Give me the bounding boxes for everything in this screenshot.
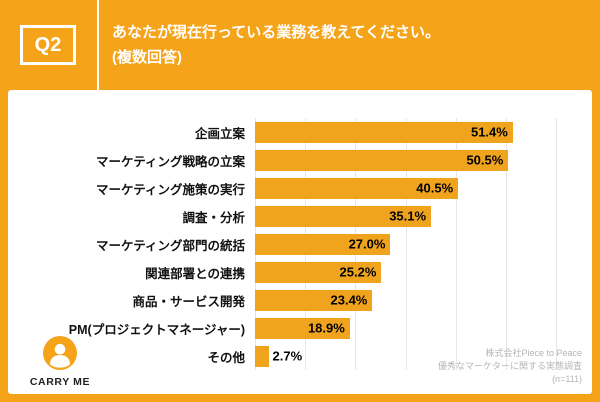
- bar-track: 25.2%: [255, 261, 556, 283]
- chart-row: マーケティング部門の統括 27.0%: [18, 230, 556, 258]
- logo-wordmark: CARRY ME: [29, 376, 91, 388]
- bar: 2.7%: [255, 345, 302, 367]
- category-label: マーケティング施策の実行: [95, 182, 245, 197]
- chart-row: PM(プロジェクトマネージャー) 18.9%: [18, 314, 556, 342]
- value-label: 27.0%: [348, 236, 386, 252]
- category-label: マーケティング戦略の立案: [95, 154, 245, 169]
- person-icon: [43, 336, 77, 374]
- chart-rows: 企画立案 51.4% マーケティング戦略の立案 50.5% マーケティング施策の実行 40…: [18, 118, 556, 370]
- chart-row: その他 2.7%: [18, 342, 556, 370]
- bar-track: 2.7%: [255, 345, 556, 367]
- bar-chart: 企画立案 51.4% マーケティング戦略の立案 50.5% マーケティング施策の実行 40…: [18, 118, 557, 370]
- bar-track: 40.5%: [255, 177, 556, 199]
- question-title-line1: あなたが現在行っている業務を教えてください。: [112, 24, 441, 41]
- chart-row: 企画立案 51.4%: [18, 118, 556, 146]
- source-note: 株式会社Piece to Peace 優秀なマーケターに関する実態調査 (n=1…: [438, 347, 582, 386]
- header-divider: [97, 0, 99, 90]
- chart-card: 企画立案 51.4% マーケティング戦略の立案 50.5% マーケティング施策の実行 40…: [8, 90, 592, 394]
- chart-row: マーケティング戦略の立案 50.5%: [18, 146, 556, 174]
- bar: 40.5%: [255, 177, 459, 199]
- chart-row: 商品・サービス開発 23.4%: [18, 286, 556, 314]
- chart-row: マーケティング施策の実行 40.5%: [18, 174, 556, 202]
- source-line: (n=111): [552, 374, 582, 384]
- chart-row: 関連部署との連携 25.2%: [18, 258, 556, 286]
- question-number-badge: Q2: [20, 25, 76, 65]
- category-label: その他: [207, 350, 245, 365]
- bar: 27.0%: [255, 233, 391, 255]
- bar-track: 50.5%: [255, 149, 556, 171]
- bar: 23.4%: [255, 289, 373, 311]
- category-label: 企画立案: [194, 126, 245, 141]
- value-label: 50.5%: [466, 152, 504, 168]
- value-label: 18.9%: [307, 320, 345, 336]
- bar-track: 23.4%: [255, 289, 556, 311]
- header: Q2 あなたが現在行っている業務を教えてください。 (複数回答): [0, 0, 600, 90]
- bar-track: 51.4%: [255, 121, 556, 143]
- value-label: 51.4%: [470, 124, 508, 140]
- chart-row: 調査・分析 35.1%: [18, 202, 556, 230]
- category-label: PM(プロジェクトマネージャー): [68, 322, 245, 337]
- gridline: [405, 118, 407, 370]
- bar: 51.4%: [255, 121, 513, 143]
- bar: 50.5%: [255, 149, 509, 171]
- value-label: 2.7%: [272, 348, 303, 364]
- bar-track: 27.0%: [255, 233, 556, 255]
- category-label: 商品・サービス開発: [132, 294, 245, 309]
- value-label: 23.4%: [330, 292, 368, 308]
- category-label: 調査・分析: [182, 210, 245, 225]
- question-title-line2: (複数回答): [112, 49, 182, 66]
- gridline: [505, 118, 507, 370]
- value-label: 25.2%: [339, 264, 377, 280]
- category-label: 関連部署との連携: [145, 266, 245, 281]
- bar-track: 18.9%: [255, 317, 556, 339]
- bar: 35.1%: [255, 205, 432, 227]
- source-line: 株式会社Piece to Peace: [485, 348, 582, 358]
- gridline: [556, 118, 557, 370]
- carryme-logo: CARRY ME: [24, 336, 96, 388]
- bar: 18.9%: [255, 317, 350, 339]
- category-label: マーケティング部門の統括: [95, 238, 245, 253]
- source-line: 優秀なマーケターに関する実態調査: [437, 361, 582, 371]
- bar: 25.2%: [255, 261, 382, 283]
- question-title: あなたが現在行っている業務を教えてください。 (複数回答): [112, 20, 440, 70]
- gridline: [455, 118, 457, 370]
- value-label: 35.1%: [389, 208, 427, 224]
- bar-track: 35.1%: [255, 205, 556, 227]
- value-label: 40.5%: [416, 180, 454, 196]
